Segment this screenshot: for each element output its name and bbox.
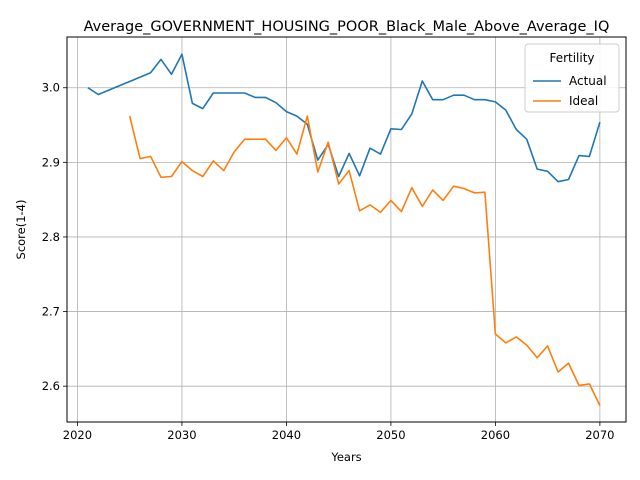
x-tick-label: 2030 [167,428,196,442]
x-tick-label: 2060 [481,428,510,442]
legend-label-ideal: Ideal [569,94,598,108]
plot-frame [66,36,627,423]
x-tick-label: 2020 [63,428,92,442]
legend-label-actual: Actual [569,74,607,88]
x-tick-label: 2040 [272,428,301,442]
y-tick-label: 2.8 [42,230,60,244]
x-tick-label: 2070 [585,428,614,442]
x-axis-label: Years [330,450,361,464]
legend-title: Fertility [549,51,594,65]
series-line-ideal [128,115,601,406]
legend-box [524,43,620,113]
legend: Fertility Actual Ideal [524,43,620,113]
y-tick-label: 3.0 [42,81,60,95]
chart-title: Average_GOVERNMENT_HOUSING_POOR_Black_Ma… [84,19,610,35]
axis-ticks: 2020 2030 2040 2050 2060 2070 2.6 2.7 2.8 2.9 3.0 [42,81,615,442]
y-tick-label: 2.9 [42,155,60,169]
series-lines [87,53,601,406]
x-tick-label: 2050 [376,428,405,442]
y-tick-label: 2.7 [42,305,60,319]
y-axis-label: Score(1-4) [14,200,28,260]
y-tick-label: 2.6 [42,379,60,393]
series-line-actual [87,53,601,183]
